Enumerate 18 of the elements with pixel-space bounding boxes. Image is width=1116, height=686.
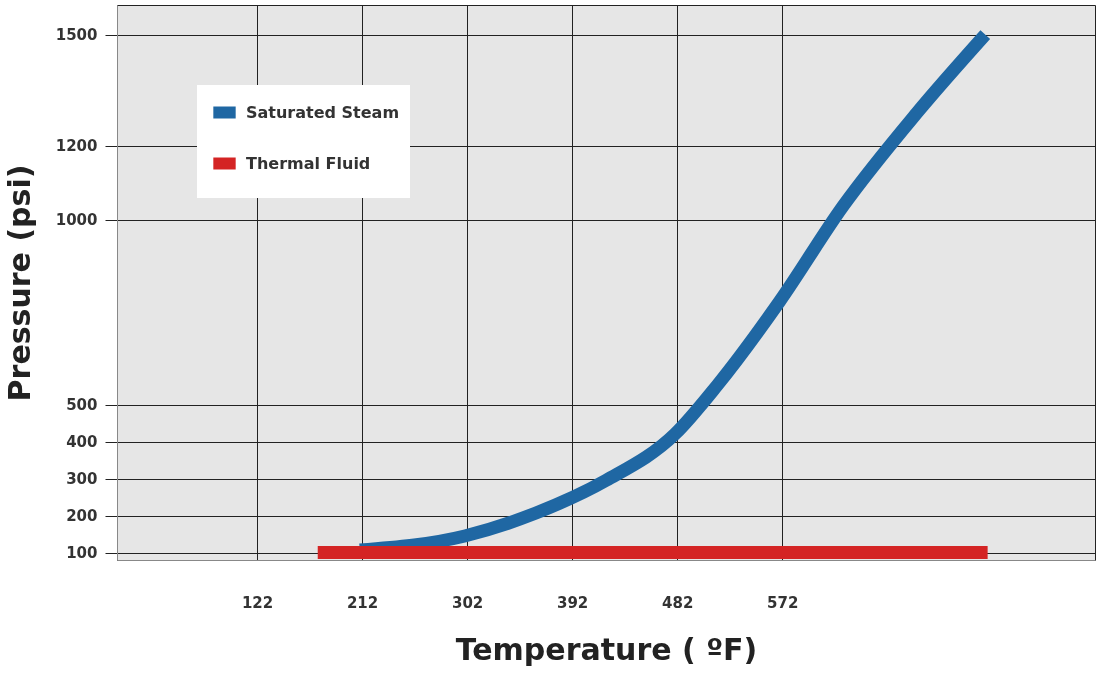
- x-tick-label: 482: [662, 593, 694, 612]
- y-tick-label: 300: [66, 470, 98, 489]
- x-tick-label: 392: [557, 593, 589, 612]
- legend-label: Thermal Fluid: [246, 153, 371, 173]
- y-tick-label: 1500: [55, 26, 98, 45]
- x-tick-label: 572: [767, 593, 799, 612]
- x-axis-title: Temperature ( ºF): [455, 631, 758, 667]
- y-tick-label: 1200: [55, 137, 98, 156]
- y-tick-label: 1000: [55, 211, 98, 230]
- y-axis-title: Pressure (psi): [1, 164, 37, 402]
- x-tick-label: 212: [346, 593, 379, 612]
- y-tick-label: 500: [66, 396, 98, 415]
- x-tick-label: 122: [241, 593, 274, 612]
- y-tick-label: 100: [66, 544, 98, 563]
- y-tick-label: 400: [66, 433, 98, 452]
- x-tick-label: 302: [451, 593, 484, 612]
- y-tick-label: 200: [66, 507, 98, 526]
- legend-label: Saturated Steam: [246, 102, 400, 122]
